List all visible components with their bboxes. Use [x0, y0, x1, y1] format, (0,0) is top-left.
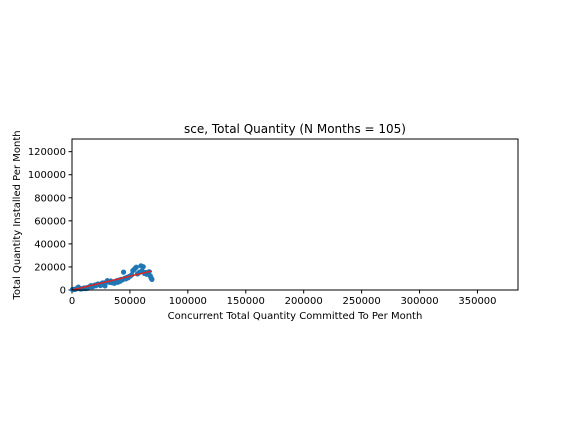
y-tick-label: 0 [60, 286, 66, 297]
data-point [149, 276, 155, 282]
y-tick-label: 120000 [28, 147, 66, 158]
x-tick-label: 250000 [343, 296, 381, 307]
data-point [120, 269, 127, 275]
y-axis-ticks: 0 20000 40000 60000 80000 100000 120000 [28, 147, 72, 297]
trendline [71, 270, 153, 291]
y-tick-label: 20000 [34, 262, 66, 273]
data-point [133, 264, 139, 270]
x-tick-label: 300000 [400, 296, 438, 307]
x-tick-label: 50000 [114, 296, 146, 307]
x-axis-ticks: 0 50000 100000 150000 200000 250000 300000 3500… [69, 290, 497, 307]
x-tick-label: 0 [69, 296, 75, 307]
y-tick-label: 40000 [34, 239, 66, 250]
y-tick-label: 80000 [34, 193, 66, 204]
y-axis-label: Total Quantity Installed Per Month [12, 130, 23, 300]
chart-title: sce, Total Quantity (N Months = 105) [184, 122, 406, 136]
x-tick-label: 150000 [227, 296, 265, 307]
y-tick-label: 100000 [28, 170, 66, 181]
plot-area-frame [71, 138, 519, 291]
x-tick-label: 200000 [285, 296, 323, 307]
x-tick-label: 100000 [169, 296, 207, 307]
y-tick-label: 60000 [34, 216, 66, 227]
x-tick-label: 350000 [458, 296, 496, 307]
trendline-group [71, 270, 153, 291]
data-point [140, 264, 146, 270]
x-axis-label: Concurrent Total Quantity Committed To P… [168, 311, 423, 322]
